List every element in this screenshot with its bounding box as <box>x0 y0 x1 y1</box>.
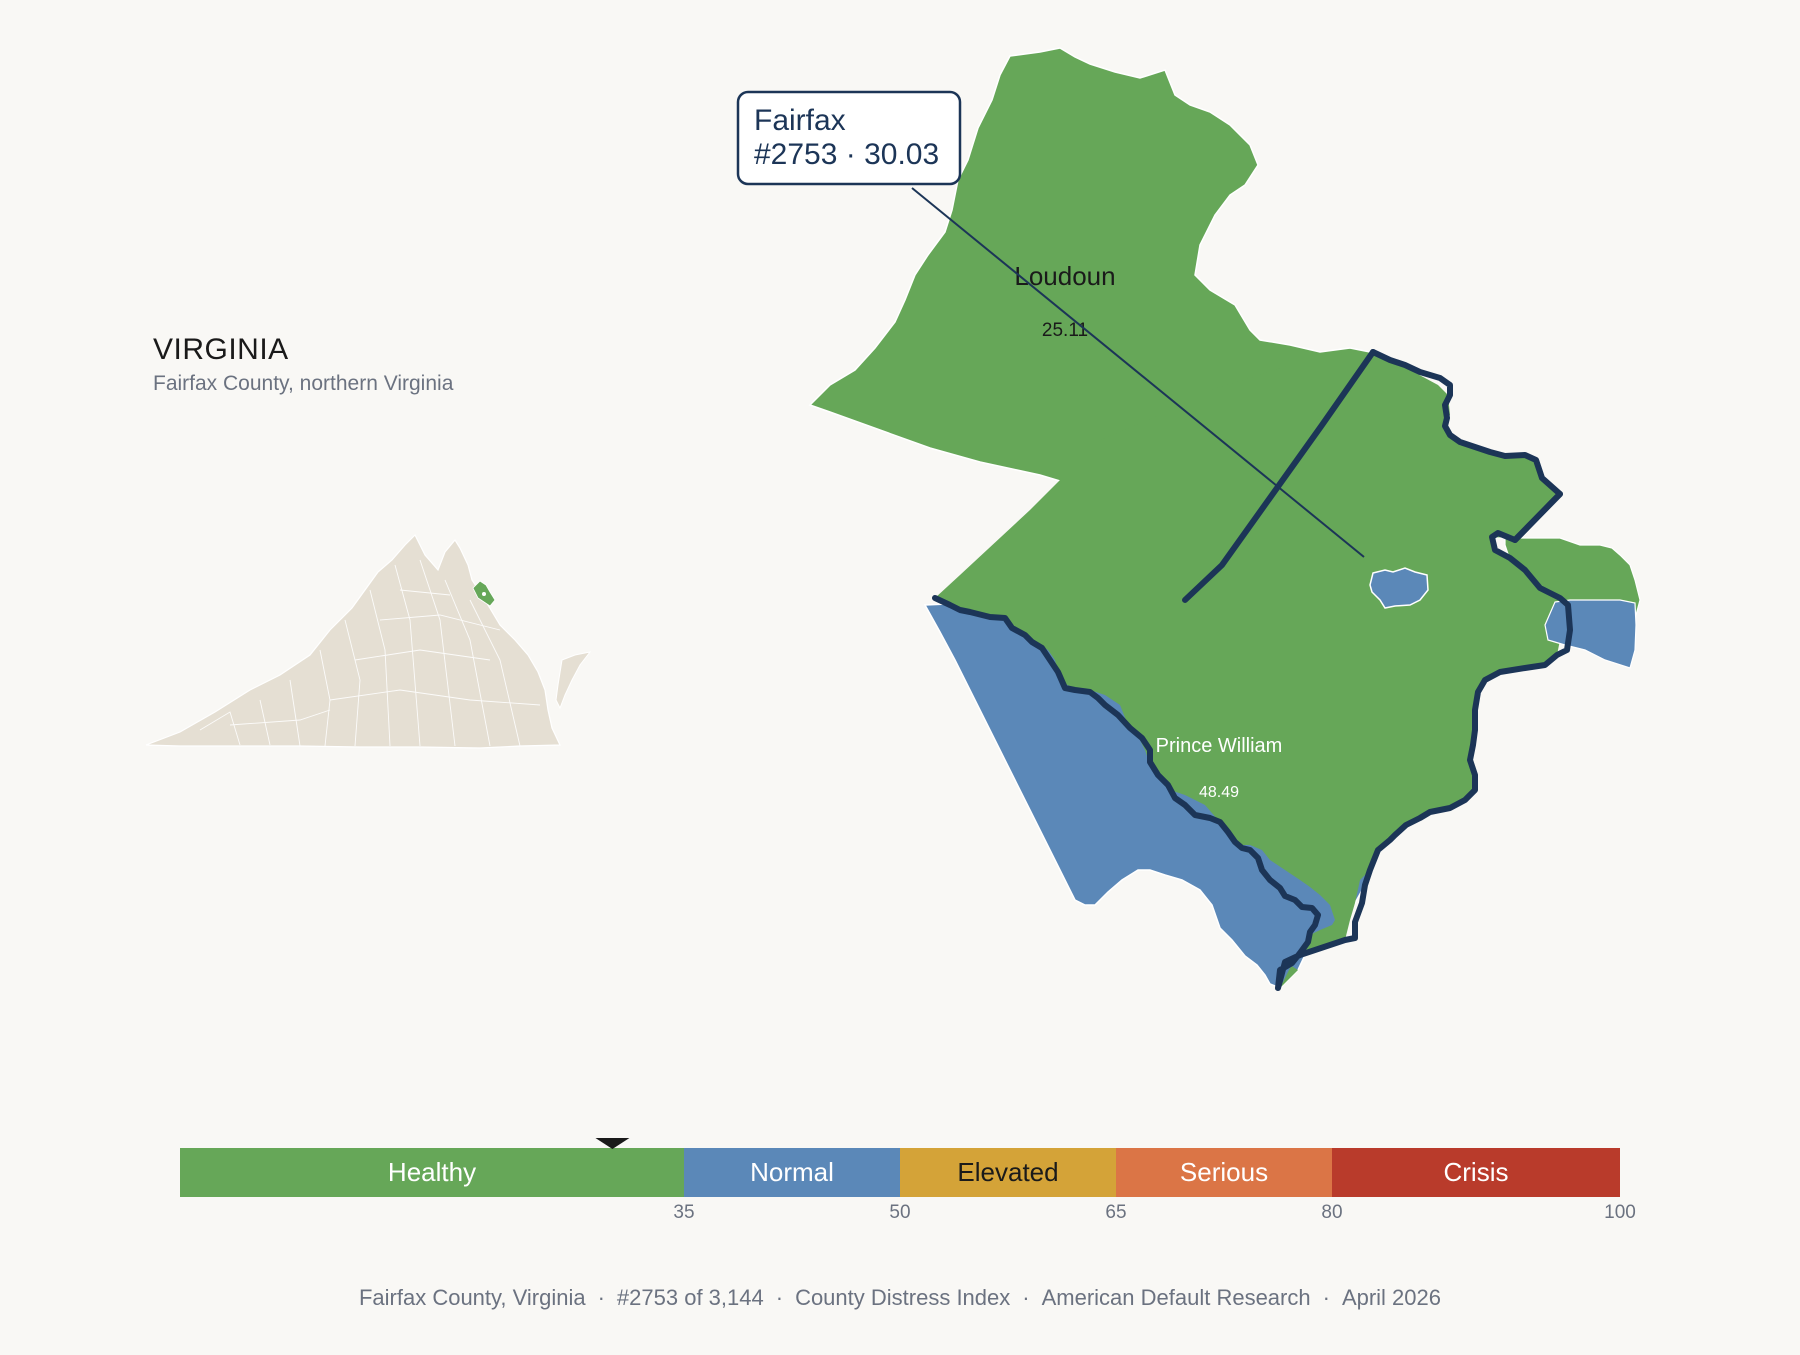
scale-marker-icon <box>595 1138 630 1149</box>
city-alexandria[interactable] <box>1544 599 1637 669</box>
footer-county: Fairfax County, Virginia <box>358 1285 586 1310</box>
callout-rank-score: #2753 · 30.03 <box>754 138 939 171</box>
footer-rank: #2753 of 3,144 <box>616 1285 764 1310</box>
prince-william-score-label: 48.49 <box>1199 784 1239 801</box>
virginia-state-shape <box>145 533 561 749</box>
scale-tick-label: 100 <box>1604 1202 1636 1223</box>
callout-box <box>736 90 962 186</box>
scale-band-label: Crisis <box>1444 1157 1509 1187</box>
city-of-fairfax[interactable] <box>1369 567 1429 609</box>
scale-band-elevated <box>900 1148 1116 1197</box>
callout-county-name: Fairfax <box>754 104 846 137</box>
footer-source: American Default Research <box>1041 1285 1311 1310</box>
fairfax-loudoun-boundary <box>1182 349 1376 603</box>
state-subtitle: Fairfax County, northern Virginia <box>153 372 454 395</box>
scale-band-serious <box>1116 1148 1332 1197</box>
scale-band-crisis <box>1332 1148 1620 1197</box>
scale-tick-label: 65 <box>1105 1202 1126 1223</box>
virginia-inset-map <box>145 533 592 749</box>
scale-band-label: Serious <box>1180 1157 1268 1187</box>
virginia-county-lines <box>199 559 541 747</box>
county-fairfax[interactable] <box>935 353 1570 988</box>
fairfax-arlington-boundary <box>1512 491 1563 543</box>
state-title: VIRGINIA <box>153 333 289 366</box>
scale-band-normal <box>684 1148 900 1197</box>
footer-index-name: County Distress Index <box>795 1285 1011 1310</box>
scale-band-label: Elevated <box>957 1157 1058 1187</box>
footer-date: April 2026 <box>1341 1285 1442 1310</box>
scale-tick-label: 35 <box>673 1202 694 1223</box>
fairfax-callout: Fairfax #2753 · 30.03 <box>736 90 962 186</box>
fairfax-inset-city <box>482 592 486 596</box>
scale-tick-label: 50 <box>889 1202 910 1223</box>
distress-scale: Healthy Normal Elevated Serious Crisis 35 50 65… <box>180 1138 1636 1223</box>
footer-credits: Fairfax County, Virginia · #2753 of 3,144 ·… <box>358 1285 1442 1310</box>
virginia-eastern-shore <box>555 651 592 710</box>
loudoun-score-label: 25.11 <box>1042 320 1088 341</box>
scale-band-label: Healthy <box>388 1157 476 1187</box>
region-map <box>808 47 1641 991</box>
scale-tick-label: 80 <box>1321 1202 1342 1223</box>
prince-william-name-label: Prince William <box>1156 735 1283 757</box>
callout-leader-line <box>911 187 1365 558</box>
loudoun-name-label: Loudoun <box>1014 261 1115 291</box>
scale-band-label: Normal <box>750 1157 834 1187</box>
scale-band-healthy <box>180 1148 684 1197</box>
